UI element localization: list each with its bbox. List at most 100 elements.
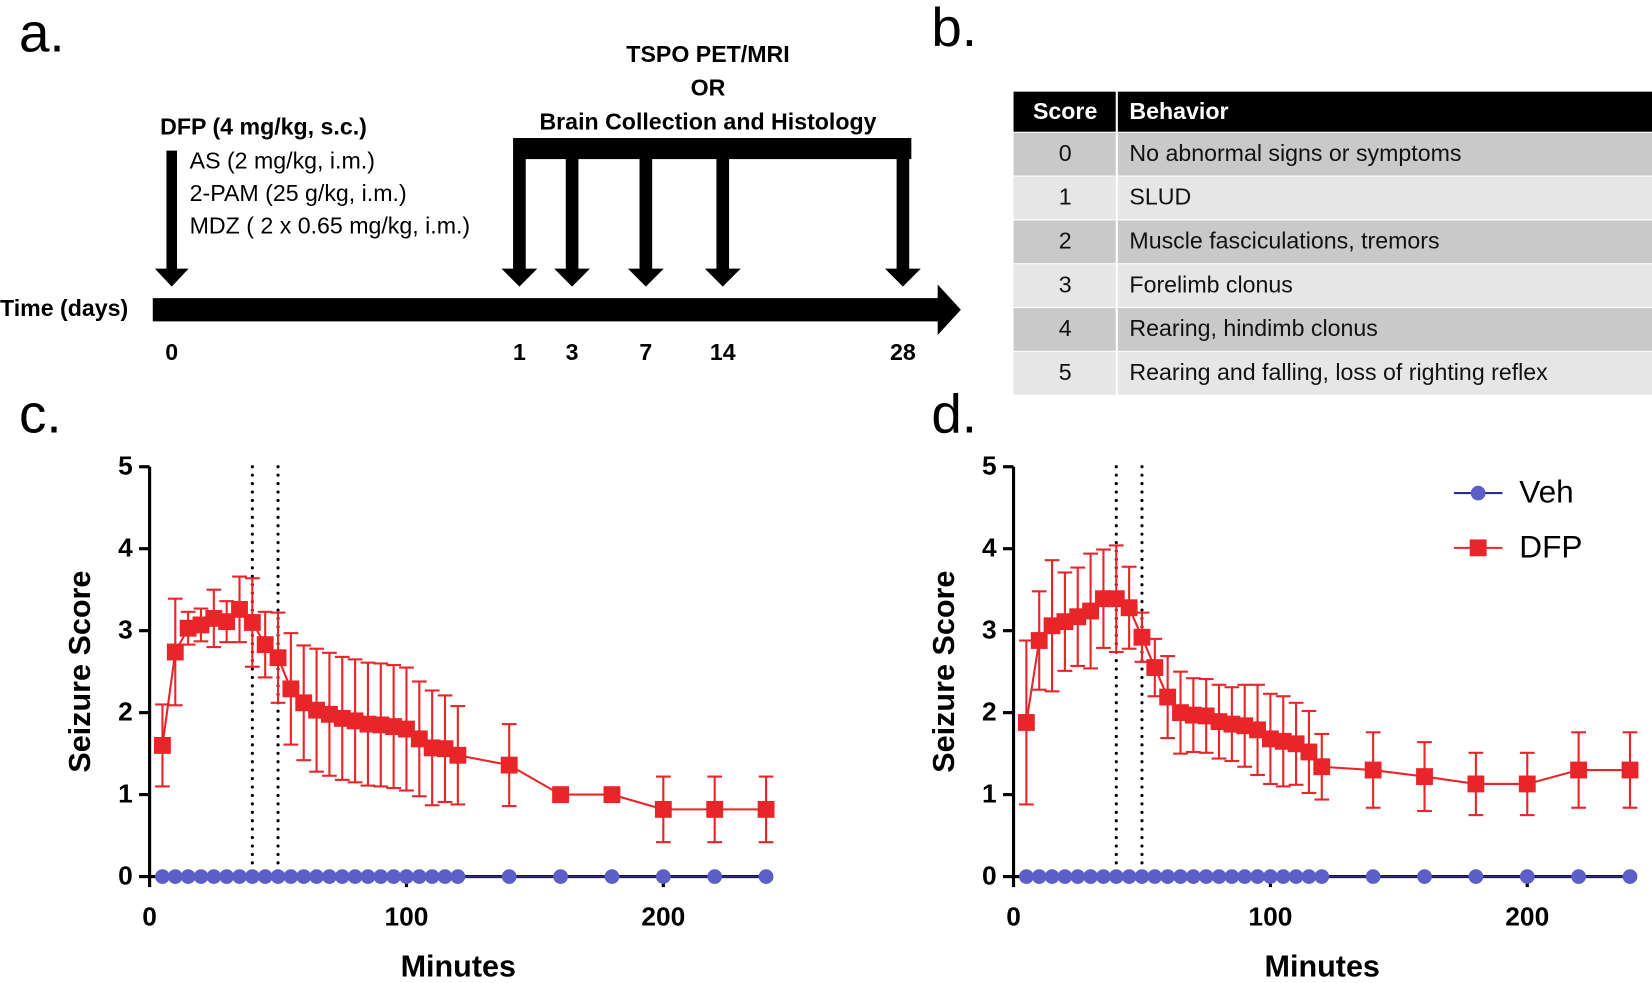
table-header: Behavior bbox=[1129, 98, 1228, 124]
marker bbox=[1159, 688, 1177, 706]
table-cell: 1 bbox=[1059, 184, 1072, 210]
marker bbox=[359, 715, 377, 733]
chart: 0 1 2 3 4 5 0 100 200 Minutes Seizure Score Veh DFP bbox=[927, 451, 1639, 983]
marker bbox=[180, 869, 196, 884]
dose-arrow bbox=[154, 150, 189, 287]
table-cell: 2 bbox=[1059, 227, 1072, 253]
table-cell: Forelimb clonus bbox=[1129, 271, 1292, 297]
y-tick-label: 2 bbox=[982, 697, 997, 727]
treatment: AS (2 mg/kg, i.m.) bbox=[190, 147, 375, 173]
marker bbox=[386, 869, 402, 884]
table-header-bg bbox=[1013, 91, 1652, 132]
marker bbox=[1057, 869, 1073, 884]
marker bbox=[1224, 869, 1240, 884]
day-label: 28 bbox=[890, 339, 916, 365]
marker bbox=[206, 869, 222, 884]
marker bbox=[1300, 743, 1318, 761]
marker bbox=[423, 739, 441, 757]
marker bbox=[1134, 869, 1150, 884]
marker bbox=[179, 619, 197, 637]
y-tick-label: 1 bbox=[982, 779, 997, 809]
marker bbox=[1017, 714, 1035, 731]
y-tick-label: 3 bbox=[982, 615, 997, 645]
x-tick-label: 100 bbox=[385, 902, 429, 932]
time-axis-label: Time (days) bbox=[0, 295, 128, 321]
table-cell: 5 bbox=[1059, 359, 1072, 385]
table-cell: Rearing and falling, loss of righting re… bbox=[1129, 359, 1548, 385]
marker bbox=[604, 869, 620, 884]
marker bbox=[1364, 761, 1382, 779]
legend-marker bbox=[1469, 539, 1487, 557]
marker bbox=[193, 869, 209, 884]
y-tick-label: 0 bbox=[982, 861, 997, 891]
marker bbox=[1043, 617, 1061, 635]
marker bbox=[308, 701, 325, 719]
marker bbox=[1313, 758, 1331, 776]
marker bbox=[436, 740, 454, 758]
day-arrow bbox=[627, 158, 664, 287]
bracket bbox=[513, 138, 912, 160]
y-tick-label: 4 bbox=[982, 533, 997, 563]
marker bbox=[758, 869, 774, 884]
y-tick-label: 4 bbox=[118, 533, 133, 563]
marker bbox=[1467, 775, 1485, 793]
marker bbox=[1147, 869, 1163, 884]
marker bbox=[231, 600, 248, 618]
marker bbox=[1121, 869, 1137, 884]
x-tick-label: 200 bbox=[1505, 902, 1549, 932]
x-tick-label: 0 bbox=[1006, 902, 1021, 932]
timeline-header: Brain Collection and Histology bbox=[539, 108, 876, 134]
table-row-bg bbox=[1013, 308, 1652, 351]
marker bbox=[256, 636, 274, 654]
marker bbox=[1417, 869, 1432, 884]
marker bbox=[501, 869, 517, 884]
table-cell: 4 bbox=[1059, 315, 1072, 341]
x-tick-label: 0 bbox=[142, 902, 157, 932]
timeline: TSPO PET/MRI OR Brain Collection and His… bbox=[0, 41, 961, 365]
panel-label: a. bbox=[19, 1, 65, 63]
timeline-header: TSPO PET/MRI bbox=[626, 41, 789, 67]
marker bbox=[1571, 869, 1587, 884]
marker bbox=[1287, 735, 1305, 753]
marker bbox=[155, 869, 170, 884]
y-tick-label: 5 bbox=[118, 451, 133, 481]
day-arrow bbox=[704, 158, 741, 287]
legend-label: Veh bbox=[1519, 473, 1573, 509]
marker bbox=[320, 705, 338, 723]
marker bbox=[347, 869, 363, 884]
marker bbox=[424, 869, 440, 884]
marker bbox=[346, 712, 364, 730]
marker bbox=[1070, 869, 1086, 884]
y-tick-label: 0 bbox=[118, 861, 133, 891]
day-label: 3 bbox=[566, 339, 579, 365]
marker bbox=[1108, 869, 1124, 884]
marker bbox=[333, 709, 351, 727]
marker bbox=[654, 800, 672, 818]
day-arrow bbox=[554, 158, 590, 287]
marker bbox=[707, 869, 723, 884]
marker bbox=[154, 737, 171, 754]
marker bbox=[218, 613, 236, 631]
marker bbox=[1107, 590, 1125, 608]
marker bbox=[1160, 869, 1176, 884]
marker bbox=[1133, 628, 1151, 646]
panel-label: b. bbox=[931, 0, 977, 58]
marker bbox=[1095, 590, 1112, 608]
marker bbox=[270, 869, 286, 884]
marker bbox=[399, 869, 414, 884]
marker bbox=[269, 649, 287, 667]
table-cell: Muscle fasciculations, tremors bbox=[1129, 227, 1439, 253]
day-arrows bbox=[501, 158, 921, 287]
marker bbox=[296, 869, 312, 884]
marker bbox=[1570, 761, 1588, 779]
marker bbox=[450, 869, 466, 884]
marker bbox=[1211, 869, 1227, 884]
marker bbox=[410, 730, 428, 748]
marker bbox=[1223, 715, 1241, 733]
day-arrow bbox=[501, 158, 538, 287]
marker bbox=[167, 869, 183, 884]
marker bbox=[1288, 869, 1304, 884]
marker bbox=[1172, 704, 1189, 722]
